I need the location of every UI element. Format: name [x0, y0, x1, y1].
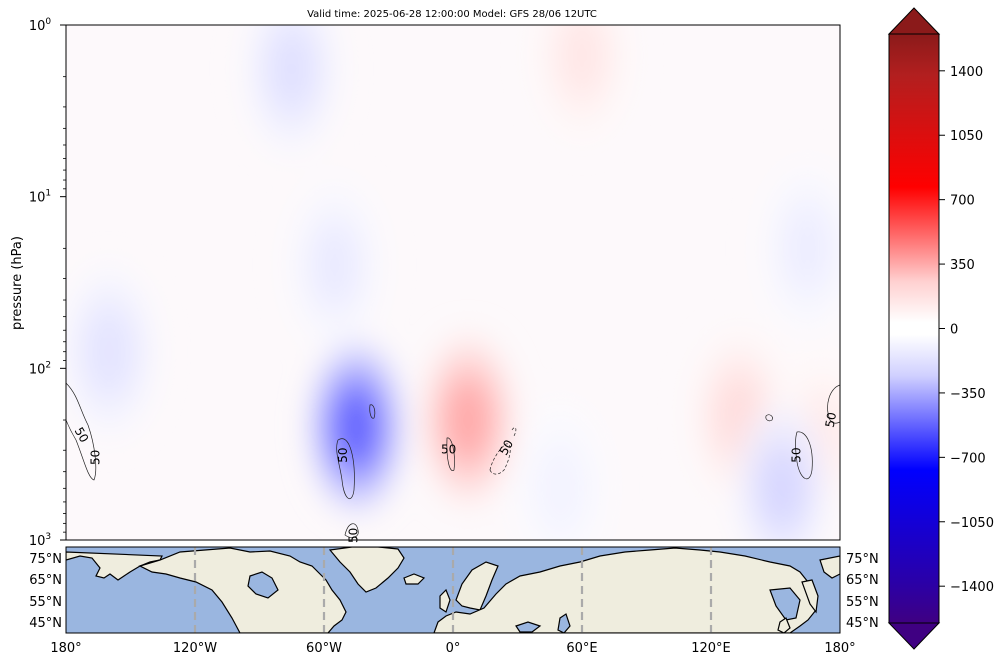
anomaly-blob: [762, 454, 802, 523]
contour-label: 50: [496, 437, 516, 457]
longitude-label: 60°E: [566, 641, 597, 656]
cross-section-plot: 50 50 50 50 50 50 50 50 100 101 102 103 pressure (…: [10, 17, 841, 549]
colorbar-tick-label: 1050: [950, 129, 983, 144]
longitude-label: 0°: [446, 641, 461, 656]
colorbar-tick-label: 350: [950, 258, 975, 273]
colorbar-tick-label: 1400: [950, 65, 983, 80]
anomaly-blob: [788, 214, 828, 283]
land-japan: [777, 617, 791, 633]
colorbar-ticks: 1400 1050 700 350 0 −350 −700 −1050 −1400: [939, 65, 994, 595]
anomaly-field: [66, 25, 840, 540]
latitude-label-right: 75°N: [846, 552, 879, 567]
longitude-label: 180°: [50, 641, 81, 656]
land-scandinavia: [455, 561, 499, 611]
colorbar-tick-label: −350: [950, 387, 986, 402]
contour-label: 50: [89, 450, 103, 465]
contour-label: 50: [336, 447, 350, 462]
latitude-label-left: 45°N: [29, 616, 62, 631]
longitude-labels: 180° 120°W 60°W 0° 60°E 120°E 180°: [50, 641, 855, 656]
contour-labels: 50 50 50 50 50 50 50 50: [72, 411, 840, 543]
latitude-label-left: 65°N: [29, 573, 62, 588]
contour-line: [369, 404, 376, 419]
plot-frame: [65, 24, 841, 541]
colorbar-tick-label: −700: [950, 451, 986, 466]
latitude-label-left: 55°N: [29, 595, 62, 610]
contour-line: [66, 382, 97, 481]
contour-line: [827, 384, 840, 424]
contour-line: [765, 414, 773, 422]
contour-line: [489, 443, 511, 475]
latitude-label-right: 65°N: [846, 573, 879, 588]
map-gridlines: [193, 547, 713, 633]
y-tick-label: 100: [29, 17, 52, 34]
colorbar-tick-label: 700: [950, 194, 975, 209]
anomaly-blob: [272, 34, 312, 103]
map-panel: 75°N 75°N 65°N 65°N 55°N 55°N 45°N 45°N 180° 120…: [29, 546, 879, 656]
colorbar-tick-label: −1050: [950, 516, 994, 531]
colorbar-extend-top: [887, 7, 941, 35]
land-masses: [66, 547, 840, 633]
land-north-america: [138, 547, 347, 633]
anomaly-blob: [315, 230, 355, 299]
y-axis: 100 101 102 103: [29, 17, 66, 549]
contour-line: [511, 427, 517, 437]
contour-line: [446, 437, 455, 472]
colorbar: 1400 1050 700 350 0 −350 −700 −1050 −1400: [887, 7, 994, 650]
anomaly-blob: [336, 393, 376, 462]
y-axis-label: pressure (hPa): [10, 236, 25, 330]
latitude-label-right: 55°N: [846, 595, 879, 610]
land-uk: [439, 588, 451, 613]
contour-line: [795, 431, 813, 480]
longitude-label: 180°: [824, 641, 855, 656]
contour-label: 50: [790, 447, 804, 462]
anomaly-blob: [89, 317, 129, 386]
land-asia-east: [66, 551, 163, 581]
contour-line: [344, 523, 359, 538]
latitude-labels: 75°N 75°N 65°N 65°N 55°N 55°N 45°N 45°N: [29, 552, 879, 631]
latitude-label-right: 45°N: [846, 616, 879, 631]
land-iceland: [403, 573, 426, 585]
land-caspian: [557, 613, 571, 633]
contour-line: [336, 438, 355, 500]
land-black-sea: [515, 621, 542, 633]
latitude-label-left: 75°N: [29, 552, 62, 567]
land-hudson-bay: [247, 571, 279, 599]
y-tick-label: 101: [29, 189, 51, 206]
longitude-label: 120°W: [173, 641, 217, 656]
anomaly-blob: [540, 454, 581, 523]
land-okhotsk: [769, 587, 801, 621]
contour-label: 50: [823, 411, 839, 428]
colorbar-body: [888, 33, 940, 624]
colorbar-tick-label: 0: [950, 323, 958, 338]
contour-label: 50: [347, 528, 361, 543]
contour-label: 50: [72, 425, 92, 445]
contour-lines: [66, 382, 840, 538]
map-frame: [65, 546, 841, 634]
contour-label: 50: [441, 443, 456, 457]
anomaly-blob: [448, 386, 488, 455]
longitude-label: 60°W: [306, 641, 342, 656]
figure-title: Valid time: 2025-06-28 12:00:00 Model: G…: [307, 9, 597, 20]
colorbar-tick-label: −1400: [950, 580, 994, 595]
anomaly-blob: [562, 25, 602, 90]
y-tick-label: 102: [29, 360, 51, 377]
y-tick-label: 103: [29, 532, 51, 549]
longitude-label: 120°E: [691, 641, 731, 656]
land-alaska: [819, 555, 840, 579]
colorbar-extend-bottom: [887, 622, 941, 650]
land-kamchatka: [801, 579, 819, 614]
land-greenland: [328, 547, 405, 593]
